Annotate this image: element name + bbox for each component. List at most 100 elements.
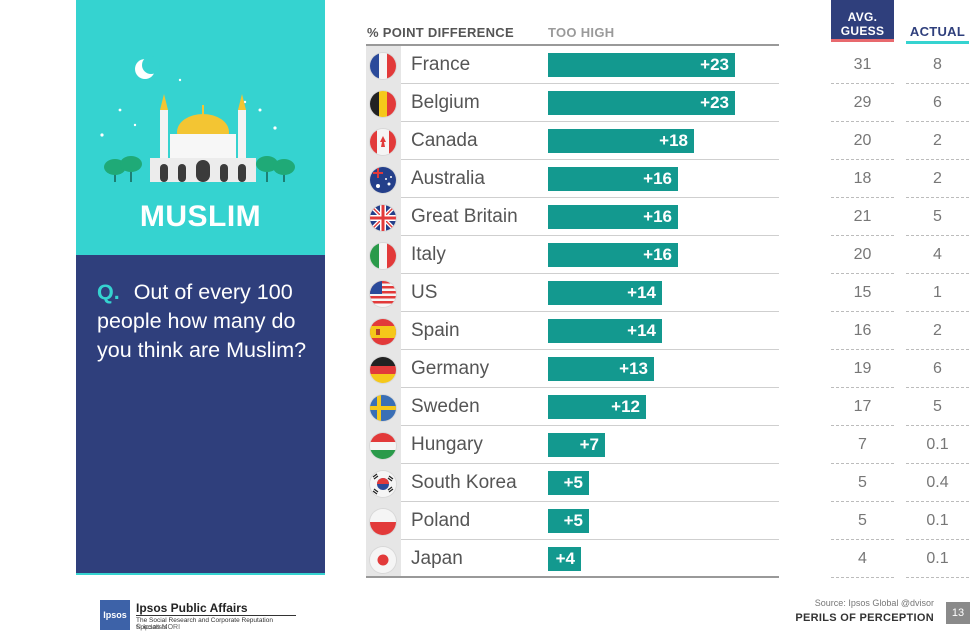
avg-guess-value: 20 <box>831 122 894 160</box>
value-divider <box>831 463 894 464</box>
flag-canada-icon <box>370 129 396 155</box>
actual-value: 6 <box>906 350 969 388</box>
value-divider <box>831 387 894 388</box>
country-label: Spain <box>411 320 460 341</box>
bar-value-label: +16 <box>643 169 672 188</box>
bar-value-label: +18 <box>659 131 688 150</box>
country-label: France <box>411 54 471 75</box>
value-divider <box>831 501 894 502</box>
row-divider <box>401 235 779 236</box>
avg-guess-value: 18 <box>831 160 894 198</box>
chart-row-spain: Spain +14 <box>366 312 779 350</box>
country-label: Japan <box>411 548 463 569</box>
value-divider <box>831 121 894 122</box>
actual-value: 0.1 <box>906 426 969 464</box>
avg-guess-value-text: 18 <box>853 170 872 187</box>
actual-value: 5 <box>906 198 969 236</box>
value-divider <box>906 311 969 312</box>
value-divider <box>906 121 969 122</box>
country-label: US <box>411 282 438 303</box>
bar-poland: +5 <box>548 509 589 533</box>
country-label: Hungary <box>411 434 483 455</box>
header-avg-guess-label: AVG. GUESS <box>840 10 885 38</box>
flag-belgium-icon <box>370 91 396 117</box>
actual-value: 4 <box>906 236 969 274</box>
chart-row-japan: Japan +4 <box>366 540 779 578</box>
question-text: Q. Out of every 100 people how many do yo… <box>97 278 312 365</box>
row-divider <box>401 273 779 274</box>
country-label: Poland <box>411 510 471 531</box>
avg-guess-value-text: 31 <box>853 56 872 73</box>
avg-guess-value-text: 4 <box>858 550 867 567</box>
value-divider <box>906 197 969 198</box>
row-divider <box>401 121 779 122</box>
question-panel <box>76 255 325 575</box>
value-divider <box>906 159 969 160</box>
actual-value: 1 <box>906 274 969 312</box>
actual-value: 8 <box>906 46 969 84</box>
avg-guess-value: 21 <box>831 198 894 236</box>
actual-value-text: 1 <box>933 284 942 301</box>
actual-value: 0.1 <box>906 502 969 540</box>
actual-value-text: 0.1 <box>926 436 949 453</box>
header-difference: % POINT DIFFERENCE <box>367 25 514 40</box>
flag-hungary-icon <box>370 433 396 459</box>
avg-guess-value: 31 <box>831 46 894 84</box>
actual-value-text: 4 <box>933 246 942 263</box>
mosque-icon <box>100 56 295 182</box>
country-label: Sweden <box>411 396 480 417</box>
avg-guess-value: 29 <box>831 84 894 122</box>
row-divider <box>401 349 779 350</box>
avg-guess-value-text: 16 <box>853 322 872 339</box>
actual-value: 2 <box>906 312 969 350</box>
value-divider <box>831 83 894 84</box>
value-divider <box>906 577 969 578</box>
actual-value-text: 6 <box>933 360 942 377</box>
chart-row-canada: Canada +18 <box>366 122 779 160</box>
avg-guess-value: 7 <box>831 426 894 464</box>
country-label: South Korea <box>411 472 517 493</box>
bar-value-label: +14 <box>627 321 656 340</box>
actual-value-text: 8 <box>933 56 942 73</box>
value-divider <box>906 425 969 426</box>
org-name: Ipsos Public Affairs <box>136 601 248 615</box>
row-divider <box>401 463 779 464</box>
value-divider <box>831 197 894 198</box>
chart-row-germany: Germany +13 <box>366 350 779 388</box>
bar-japan: +4 <box>548 547 581 571</box>
bar-canada: +18 <box>548 129 694 153</box>
avg-guess-value: 17 <box>831 388 894 426</box>
actual-value-text: 6 <box>933 94 942 111</box>
bar-value-label: +13 <box>619 359 648 378</box>
header-actual: ACTUAL <box>906 24 969 44</box>
avg-guess-value-text: 5 <box>858 474 867 491</box>
bar-value-label: +16 <box>643 245 672 264</box>
table-top-rule <box>366 44 779 46</box>
chart-row-belgium: Belgium +23 <box>366 84 779 122</box>
panel-divider <box>76 573 325 575</box>
topic-title: MUSLIM <box>139 200 262 233</box>
country-label: Italy <box>411 244 446 265</box>
avg-guess-value-text: 20 <box>853 132 872 149</box>
org-tagline: The Social Research and Corporate Reputa… <box>136 615 296 631</box>
bar-italy: +16 <box>548 243 678 267</box>
bar-value-label: +7 <box>579 435 599 454</box>
avg-guess-value: 5 <box>831 502 894 540</box>
actual-value: 6 <box>906 84 969 122</box>
flag-australia-icon <box>370 167 396 193</box>
header-too-high: TOO HIGH <box>548 25 615 40</box>
actual-value-text: 0.1 <box>926 550 949 567</box>
chart-row-australia: Australia +16 <box>366 160 779 198</box>
bar-hungary: +7 <box>548 433 605 457</box>
chart-row-poland: Poland +5 <box>366 502 779 540</box>
chart-row-sweden: Sweden +12 <box>366 388 779 426</box>
avg-guess-value-text: 17 <box>853 398 872 415</box>
avg-guess-value: 15 <box>831 274 894 312</box>
org-copyright: © Ipsos MORI <box>136 624 181 631</box>
bar-spain: +14 <box>548 319 662 343</box>
chart-row-south-korea: South Korea +5 <box>366 464 779 502</box>
value-divider <box>831 273 894 274</box>
bar-value-label: +23 <box>700 93 729 112</box>
flag-france-icon <box>370 53 396 79</box>
actual-value: 5 <box>906 388 969 426</box>
